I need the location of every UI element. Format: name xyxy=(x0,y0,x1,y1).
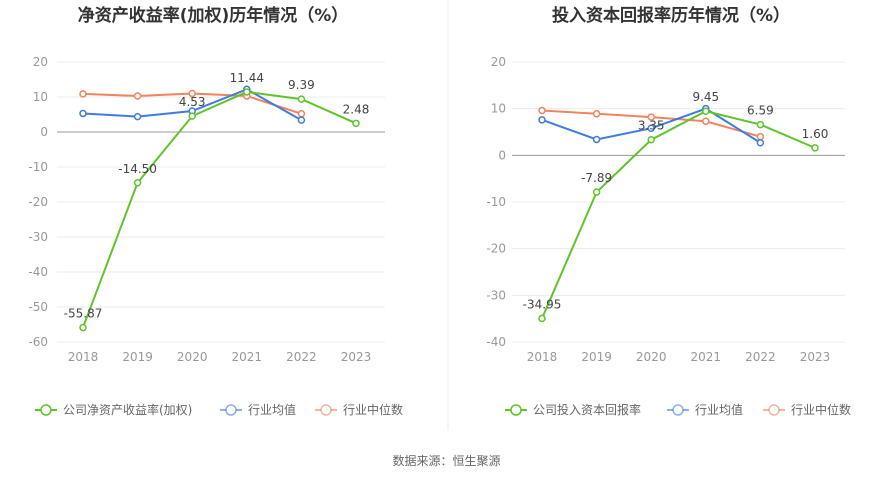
y-tick-label: -40 xyxy=(28,265,48,279)
data-point xyxy=(133,92,142,100)
data-point xyxy=(538,314,546,323)
data-point xyxy=(79,109,87,118)
data-point xyxy=(79,323,87,332)
data-point xyxy=(647,135,655,144)
legend-marker xyxy=(40,404,52,416)
x-tick-label: 2019 xyxy=(581,350,612,364)
data-point xyxy=(756,138,765,147)
data-point xyxy=(538,116,546,124)
data-point xyxy=(133,112,142,121)
legend-label: 公司投入资本回报率 xyxy=(533,402,641,417)
data-label: 3.35 xyxy=(638,119,665,133)
x-tick-label: 2018 xyxy=(527,350,558,364)
data-point xyxy=(811,144,819,152)
data-point xyxy=(647,113,655,121)
data-point xyxy=(297,116,306,124)
data-label: -14.50 xyxy=(118,162,157,176)
y-tick-label: 0 xyxy=(40,125,48,139)
y-tick-label: -50 xyxy=(28,300,48,314)
legend-marker xyxy=(225,404,237,416)
x-tick-label: 2020 xyxy=(177,350,208,364)
data-point xyxy=(297,110,306,118)
x-tick-label: 2021 xyxy=(232,350,263,364)
y-tick-label: 0 xyxy=(498,148,506,162)
x-tick-label: 2020 xyxy=(636,350,667,364)
data-point xyxy=(592,110,601,118)
legend-marker xyxy=(320,404,332,416)
series-line xyxy=(541,110,816,319)
y-tick-label: -10 xyxy=(486,195,506,209)
data-point xyxy=(188,112,196,120)
y-tick-label: -30 xyxy=(486,288,506,302)
data-label: 9.39 xyxy=(288,78,315,92)
y-tick-label: 20 xyxy=(33,55,48,69)
data-source-note: 数据来源：恒生聚源 xyxy=(392,454,501,468)
data-label: 1.60 xyxy=(802,127,829,141)
legend-label: 行业中位数 xyxy=(791,402,851,417)
y-tick-label: 10 xyxy=(33,90,48,104)
data-point xyxy=(352,119,360,128)
data-label: -7.89 xyxy=(581,171,612,185)
y-tick-label: -20 xyxy=(28,195,48,209)
legend-label: 行业均值 xyxy=(695,402,743,417)
data-label: 11.44 xyxy=(230,71,264,85)
data-label: 9.45 xyxy=(692,90,719,104)
legend-label: 行业中位数 xyxy=(343,402,403,417)
data-point xyxy=(79,90,87,98)
y-tick-label: 20 xyxy=(491,55,506,69)
data-point xyxy=(243,88,251,96)
y-tick-label: -40 xyxy=(486,335,506,349)
y-tick-label: 10 xyxy=(491,102,506,116)
data-point xyxy=(756,132,765,141)
legend-marker xyxy=(672,404,684,416)
data-label: -34.95 xyxy=(523,297,562,311)
series-line xyxy=(82,90,357,328)
data-label: 4.53 xyxy=(179,95,206,109)
x-tick-label: 2018 xyxy=(68,350,99,364)
data-point xyxy=(297,95,306,103)
data-point xyxy=(702,107,710,115)
data-label: -55.87 xyxy=(64,307,103,321)
data-point xyxy=(592,188,601,196)
data-point xyxy=(538,106,546,115)
data-point xyxy=(592,135,601,144)
roic-chart: 投入资本回报率历年情况（%） 20 10 0 -10 -20 -30 -40 2018 2019 2… xyxy=(486,5,851,417)
chart-title: 净资产收益率(加权)历年情况（%） xyxy=(78,5,349,26)
data-point xyxy=(133,179,142,187)
chart-title: 投入资本回报率历年情况（%） xyxy=(552,5,790,26)
x-tick-label: 2022 xyxy=(286,350,317,364)
x-tick-label: 2019 xyxy=(122,350,153,364)
data-point xyxy=(188,89,196,98)
roe-chart: 净资产收益率(加权)历年情况（%） 20 10 0 -10 -20 -30 -40 -50 -60… xyxy=(28,5,403,417)
legend-label: 公司净资产收益率(加权) xyxy=(63,402,192,417)
x-tick-label: 2023 xyxy=(800,350,831,364)
data-label: 2.48 xyxy=(343,102,370,116)
x-tick-label: 2021 xyxy=(691,350,722,364)
data-point xyxy=(647,124,655,133)
x-tick-label: 2022 xyxy=(745,350,776,364)
y-tick-label: -60 xyxy=(28,335,48,349)
data-point xyxy=(702,117,710,126)
data-label: 6.59 xyxy=(747,104,774,118)
legend-label: 行业均值 xyxy=(248,402,296,417)
data-point xyxy=(756,120,765,129)
y-tick-label: -10 xyxy=(28,160,48,174)
x-tick-label: 2023 xyxy=(341,350,372,364)
y-tick-label: -30 xyxy=(28,230,48,244)
y-tick-label: -20 xyxy=(486,242,506,256)
legend-marker xyxy=(768,404,780,416)
legend-marker xyxy=(510,404,522,416)
